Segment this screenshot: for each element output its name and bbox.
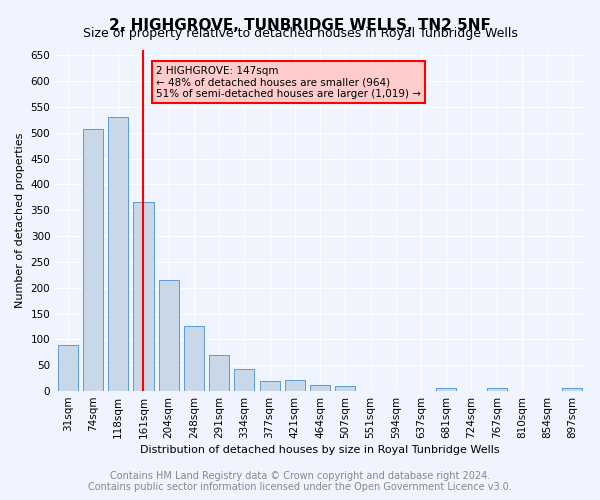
Bar [562, 388, 583, 391]
Bar [209, 355, 229, 391]
Text: Contains HM Land Registry data © Crown copyright and database right 2024.
Contai: Contains HM Land Registry data © Crown c… [88, 471, 512, 492]
Bar [158, 280, 179, 391]
Bar [83, 128, 103, 391]
Bar [310, 385, 330, 391]
Bar [108, 117, 128, 391]
Bar [285, 380, 305, 391]
Bar [335, 386, 355, 391]
Y-axis label: Number of detached properties: Number of detached properties [15, 133, 25, 308]
Text: 2, HIGHGROVE, TUNBRIDGE WELLS, TN2 5NF: 2, HIGHGROVE, TUNBRIDGE WELLS, TN2 5NF [109, 18, 491, 32]
Bar [487, 388, 507, 391]
Bar [133, 202, 154, 391]
Bar [58, 344, 78, 391]
Bar [184, 326, 204, 391]
Text: Size of property relative to detached houses in Royal Tunbridge Wells: Size of property relative to detached ho… [83, 28, 517, 40]
Bar [436, 388, 457, 391]
Text: 2 HIGHGROVE: 147sqm
← 48% of detached houses are smaller (964)
51% of semi-detac: 2 HIGHGROVE: 147sqm ← 48% of detached ho… [156, 66, 421, 98]
Bar [235, 370, 254, 391]
X-axis label: Distribution of detached houses by size in Royal Tunbridge Wells: Distribution of detached houses by size … [140, 445, 500, 455]
Bar [260, 380, 280, 391]
